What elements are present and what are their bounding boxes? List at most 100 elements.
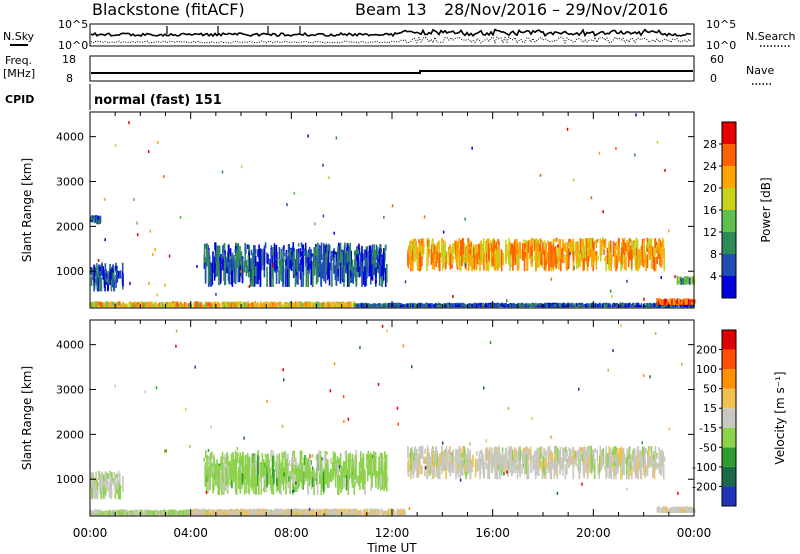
data-cell (377, 471, 379, 490)
data-cell (384, 245, 387, 252)
data-cell (96, 274, 99, 290)
data-cell (240, 260, 243, 278)
data-cell (587, 238, 589, 242)
data-cell (589, 303, 592, 307)
data-cell (305, 262, 308, 287)
data-cell (362, 453, 364, 479)
data-cell (578, 250, 580, 266)
data-cell (439, 253, 441, 271)
data-cell (228, 264, 231, 285)
y-tick-label: 1000 (56, 265, 84, 278)
data-cell (324, 266, 327, 284)
data-cell (307, 302, 309, 307)
data-cell (481, 303, 483, 308)
data-cell (317, 255, 319, 275)
data-cell (581, 244, 584, 254)
data-cell (479, 242, 482, 246)
data-cell (626, 302, 628, 308)
data-cell (358, 243, 360, 254)
data-cell (102, 474, 105, 482)
data-cell (231, 472, 233, 481)
data-cell (419, 303, 422, 308)
data-cell (366, 305, 369, 308)
data-cell (121, 303, 123, 308)
data-cell (376, 246, 379, 260)
data-cell (316, 453, 318, 477)
data-cell (632, 302, 635, 307)
data-cell (320, 263, 322, 286)
data-cell (338, 458, 340, 472)
data-cell (149, 229, 151, 233)
data-cell (155, 512, 158, 516)
data-cell (93, 217, 96, 224)
data-cell (532, 237, 534, 243)
data-cell (448, 302, 451, 307)
data-cell (370, 469, 373, 479)
data-cell (591, 248, 593, 267)
data-cell (270, 262, 272, 287)
data-cell (377, 255, 379, 267)
data-cell (557, 244, 559, 248)
data-cell (378, 456, 380, 473)
data-cell (516, 304, 519, 308)
data-cell (337, 475, 339, 495)
data-cell (354, 249, 357, 269)
data-cell (299, 248, 302, 258)
data-cell (273, 243, 276, 267)
data-cell (478, 244, 481, 260)
data-cell (382, 252, 385, 274)
data-cell (610, 253, 612, 267)
data-cell (320, 475, 323, 495)
data-cell (653, 303, 655, 307)
data-cell (137, 510, 139, 515)
data-cell (120, 485, 122, 489)
data-cell (518, 244, 521, 254)
data-cell (661, 247, 664, 259)
data-cell (637, 256, 640, 272)
freq-tick-top: 18 (62, 53, 76, 66)
data-cell (98, 219, 100, 225)
data-cell (302, 268, 304, 287)
data-cell (207, 467, 209, 482)
data-cell (103, 303, 106, 308)
data-cell (309, 461, 312, 470)
data-cell (332, 462, 334, 471)
data-cell (465, 305, 467, 308)
data-cell (108, 481, 111, 498)
data-cell (347, 304, 350, 308)
data-cell (590, 196, 593, 200)
data-cell (415, 303, 417, 308)
noise-panel-frame (89, 23, 695, 47)
data-cell (330, 256, 332, 268)
data-cell (570, 304, 572, 308)
data-cell (565, 304, 567, 308)
data-cell (313, 468, 315, 476)
data-cell (177, 303, 180, 307)
data-cell (389, 304, 391, 308)
data-cell (364, 250, 367, 257)
data-cell (156, 510, 158, 514)
data-cell (253, 467, 256, 488)
frequency-trace (91, 70, 693, 74)
data-cell (273, 469, 275, 485)
data-cell (192, 303, 195, 307)
data-cell (516, 256, 519, 265)
data-cell (546, 303, 549, 308)
data-cell (140, 303, 143, 308)
data-cell (104, 263, 107, 280)
data-cell (497, 303, 499, 308)
data-cell (460, 240, 462, 249)
data-cell (558, 245, 560, 256)
data-cell (243, 303, 245, 308)
data-cell (105, 301, 108, 308)
data-cell (225, 467, 227, 478)
data-cell (615, 147, 617, 150)
data-cell (631, 304, 633, 308)
data-cell (280, 303, 283, 308)
data-cell (284, 457, 286, 479)
data-cell (635, 113, 637, 117)
data-cell (648, 247, 651, 260)
data-cell (300, 264, 303, 287)
data-cell (148, 282, 150, 285)
data-cell (659, 301, 661, 305)
